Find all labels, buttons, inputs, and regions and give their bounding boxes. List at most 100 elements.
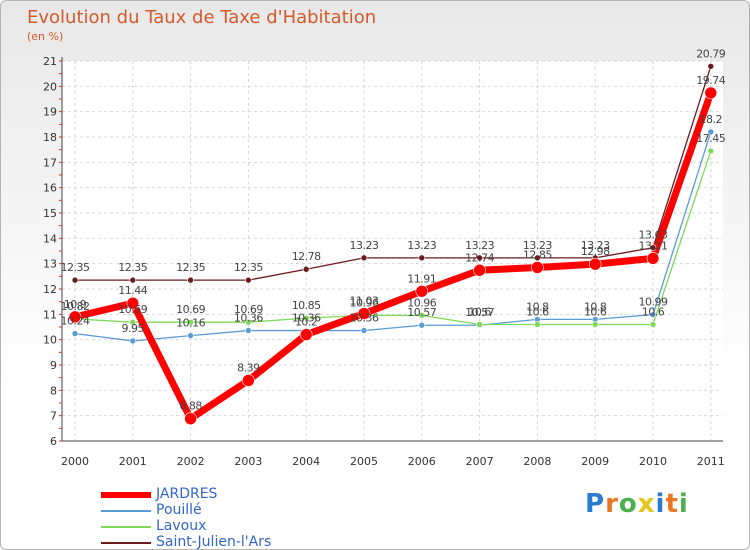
- data-label-lavoux: 10.6: [642, 305, 665, 318]
- logo-letter: i: [655, 489, 666, 519]
- data-label-saint-julien-l-ars: 13.23: [465, 239, 494, 252]
- data-point-jardres: [184, 412, 197, 426]
- data-label-jardres: 6.88: [179, 400, 202, 413]
- data-label-saint-julien-l-ars: 13.63: [639, 229, 668, 242]
- data-point-jardres: [588, 257, 602, 271]
- data-label-jardres: 11.03: [350, 295, 379, 308]
- data-point-lavoux: [649, 321, 657, 328]
- legend-swatch-jardres: [101, 492, 151, 498]
- data-label-saint-julien-l-ars: 12.35: [176, 261, 205, 274]
- data-label-jardres: 10.2: [295, 316, 318, 329]
- legend-label-saint-julien: Saint-Julien-l'Ars: [156, 534, 272, 550]
- plot-area: [62, 61, 723, 441]
- data-point-lavoux: [418, 312, 426, 319]
- data-label-pouille: 10.57: [465, 306, 494, 319]
- y-tick-label: 20: [43, 80, 57, 93]
- data-label-pouille: 10.99: [639, 296, 668, 309]
- data-point-jardres: [646, 252, 660, 265]
- data-label-jardres: 19.74: [696, 74, 725, 87]
- data-label-pouille: 10.57: [407, 306, 436, 319]
- data-label-jardres: 8.39: [237, 361, 260, 374]
- data-point-lavoux: [187, 318, 194, 326]
- data-point-saint-julien-l-ars: [418, 254, 426, 262]
- data-label-jardres: 12.98: [581, 245, 610, 258]
- data-point-saint-julien-l-ars: [187, 276, 194, 284]
- data-label-jardres: 12.74: [465, 251, 494, 264]
- y-tick-label: 8: [50, 384, 57, 397]
- logo-letter: o: [618, 489, 638, 519]
- data-point-saint-julien-l-ars: [129, 276, 137, 284]
- data-point-lavoux: [302, 314, 310, 322]
- y-tick-label: 18: [43, 131, 57, 144]
- data-point-jardres: [126, 296, 140, 310]
- data-label-lavoux: 10.6: [584, 305, 607, 318]
- series-line-jardres: [74, 91, 715, 423]
- data-point-lavoux: [534, 321, 541, 328]
- data-point-pouille: [418, 321, 426, 329]
- y-tick-label: 9: [50, 359, 57, 372]
- y-tick-label: 10: [43, 334, 57, 347]
- data-label-lavoux: 10.6: [468, 305, 491, 318]
- data-label-saint-julien-l-ars: 13.23: [523, 239, 552, 252]
- x-tick-label: 2002: [177, 455, 205, 468]
- data-point-saint-julien-l-ars: [649, 244, 657, 252]
- series-line-saint-julien-l-ars: [75, 66, 712, 281]
- data-point-pouille: [129, 337, 137, 345]
- legend-swatch-pouille: [101, 510, 151, 512]
- data-label-jardres: 11.44: [118, 284, 147, 297]
- y-tick-label: 7: [50, 410, 57, 423]
- x-tick-label: 2007: [466, 455, 494, 468]
- data-point-lavoux: [707, 147, 715, 155]
- x-tick-label: 2003: [234, 455, 262, 468]
- data-label-pouille: 18.2: [700, 113, 723, 126]
- data-label-lavoux: 10.96: [407, 296, 436, 309]
- logo-letter: P: [585, 489, 606, 519]
- data-label-lavoux: 10.69: [118, 303, 147, 316]
- data-point-saint-julien-l-ars: [245, 276, 252, 284]
- x-tick-label: 2006: [408, 455, 436, 468]
- data-label-pouille: 10.36: [234, 312, 263, 325]
- data-point-jardres: [299, 328, 313, 341]
- data-label-pouille: 10.36: [350, 312, 379, 325]
- y-tick-label: 16: [43, 182, 57, 195]
- data-label-saint-julien-l-ars: 12.35: [118, 261, 147, 274]
- data-label-jardres: 10.9: [64, 298, 87, 311]
- data-point-pouille: [707, 128, 715, 136]
- y-tick-label: 11: [43, 308, 57, 321]
- legend-swatch-saint-julien: [101, 542, 151, 544]
- x-tick-label: 2009: [581, 455, 609, 468]
- data-label-pouille: 10.8: [526, 300, 549, 313]
- y-tick-label: 6: [50, 435, 57, 448]
- data-label-saint-julien-l-ars: 12.78: [292, 250, 321, 263]
- y-tick-label: 19: [43, 106, 57, 119]
- data-point-saint-julien-l-ars: [476, 254, 483, 262]
- x-tick-label: 2011: [697, 455, 725, 468]
- y-axis-unit-label: (en %): [27, 30, 64, 43]
- data-point-pouille: [245, 327, 252, 334]
- data-label-saint-julien-l-ars: 12.35: [234, 261, 263, 274]
- data-label-saint-julien-l-ars: 13.23: [581, 239, 610, 252]
- data-label-saint-julien-l-ars: 13.23: [350, 239, 379, 252]
- data-point-jardres: [473, 263, 486, 277]
- data-label-pouille: 10.24: [61, 315, 90, 328]
- data-point-saint-julien-l-ars: [302, 265, 310, 273]
- data-point-pouille: [187, 332, 194, 339]
- x-tick-label: 2004: [292, 455, 320, 468]
- data-point-lavoux: [245, 318, 252, 326]
- y-tick-label: 14: [43, 232, 57, 245]
- data-label-lavoux: 10.96: [350, 296, 379, 309]
- data-label-saint-julien-l-ars: 13.23: [407, 239, 436, 252]
- proxiti-logo: Proxiti: [585, 489, 689, 519]
- data-label-saint-julien-l-ars: 12.35: [61, 261, 90, 274]
- data-label-pouille: 10.16: [176, 317, 205, 330]
- y-tick-label: 17: [43, 156, 57, 169]
- x-tick-label: 2010: [639, 455, 667, 468]
- logo-letter: t: [665, 489, 679, 519]
- data-label-jardres: 13.21: [639, 239, 668, 252]
- series-line-pouille: [74, 131, 712, 342]
- series-line-lavoux: [74, 150, 712, 326]
- data-label-pouille: 10.8: [584, 300, 607, 313]
- legend-label-pouille: Pouillé: [156, 502, 202, 518]
